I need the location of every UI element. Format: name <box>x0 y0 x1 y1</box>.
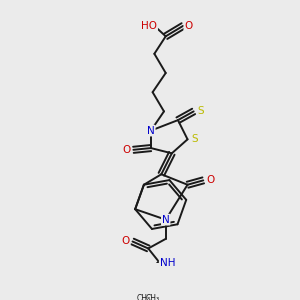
Text: O: O <box>122 145 130 155</box>
Text: N: N <box>147 126 155 136</box>
Text: CH₃: CH₃ <box>136 294 151 300</box>
Text: O: O <box>122 236 130 247</box>
Text: S: S <box>191 134 198 144</box>
Text: O: O <box>206 176 214 185</box>
Text: O: O <box>184 21 193 31</box>
Text: HO: HO <box>141 21 157 31</box>
Text: N: N <box>162 215 170 225</box>
Text: NH: NH <box>160 258 175 268</box>
Text: S: S <box>197 106 204 116</box>
Text: CH₃: CH₃ <box>146 294 160 300</box>
